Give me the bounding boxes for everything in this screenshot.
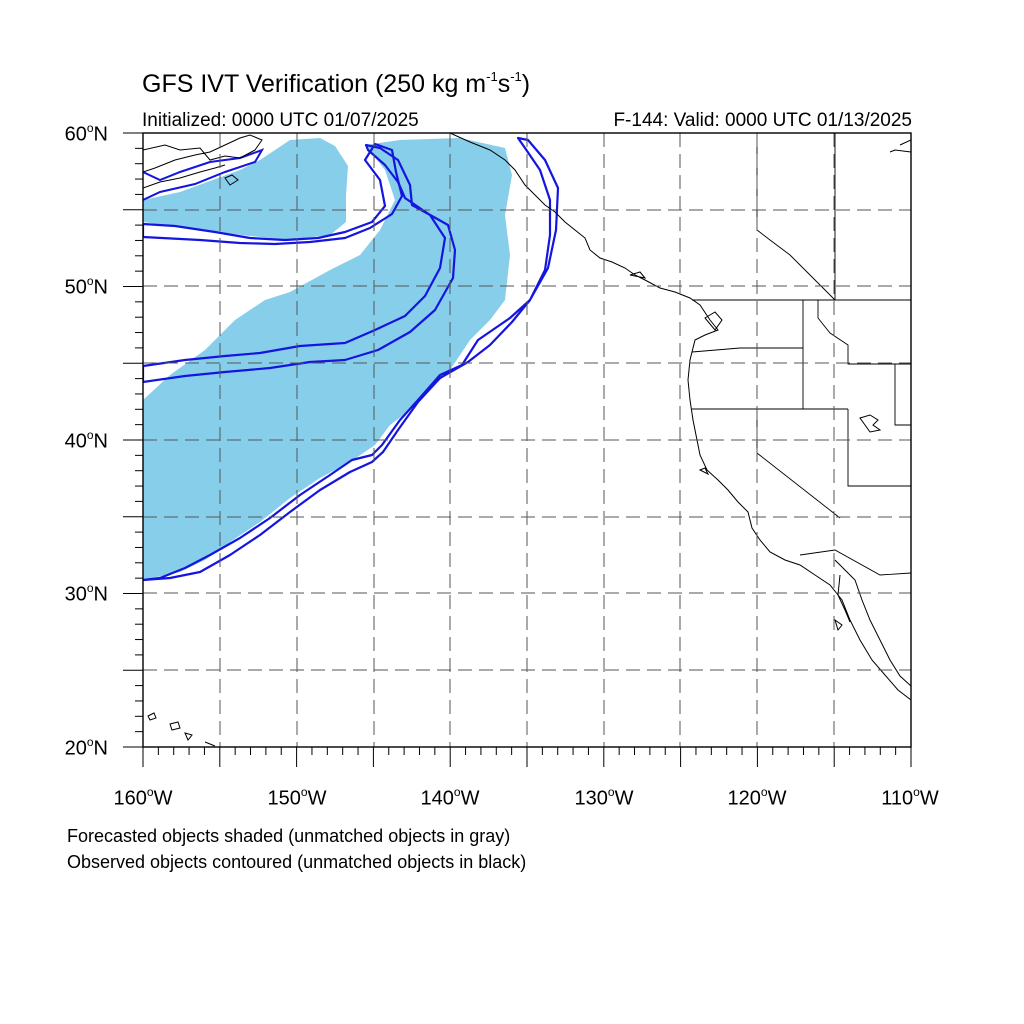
observed-object-contour — [143, 136, 560, 582]
forecast-object-shading — [143, 138, 512, 580]
initialized-label: Initialized: 0000 UTC 01/07/2025 — [142, 110, 419, 131]
coastline — [143, 133, 911, 747]
observed-object-contour — [143, 143, 457, 384]
note-forecast-shaded: Forecasted objects shaded (unmatched obj… — [67, 826, 511, 846]
lon-label-120w: 120oW — [727, 785, 787, 810]
map-title: GFS IVT Verification (250 kg m-1s-1) — [142, 68, 531, 98]
lon-label-140w: 140oW — [420, 785, 480, 810]
lat-label-30n: 30oN — [64, 581, 108, 606]
lat-label-40n: 40oN — [64, 428, 108, 453]
note-observed-contoured: Observed objects contoured (unmatched ob… — [67, 852, 527, 872]
lat-label-60n: 60oN — [64, 121, 108, 146]
graticule — [143, 133, 911, 747]
axis-ticks — [123, 132, 912, 767]
lon-label-130w: 130oW — [574, 785, 634, 810]
lon-label-110w: 110oW — [881, 785, 939, 810]
observed-object-contour — [143, 142, 404, 246]
political-boundary — [691, 133, 911, 576]
lon-label-160w: 160oW — [113, 785, 173, 810]
valid-time-label: F-144: Valid: 0000 UTC 01/13/2025 — [613, 110, 912, 131]
lat-label-50n: 50oN — [64, 274, 108, 299]
lon-label-150w: 150oW — [267, 785, 327, 810]
lat-label-20n: 20oN — [64, 735, 108, 760]
observed-object-contour — [143, 148, 265, 201]
